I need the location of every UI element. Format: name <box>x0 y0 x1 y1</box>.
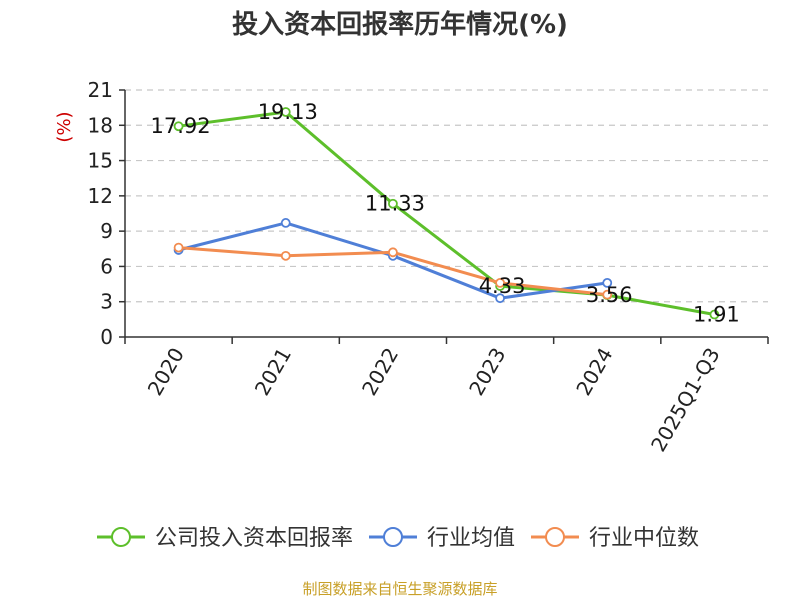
data-point <box>173 242 184 253</box>
legend-label: 行业中位数 <box>589 526 699 551</box>
data-point <box>173 121 184 132</box>
data-point <box>495 293 505 304</box>
legend-label: 行业均值 <box>427 526 515 551</box>
y-tick-label: 12 <box>88 184 113 208</box>
series-line <box>178 110 715 316</box>
data-point <box>388 247 398 258</box>
series-lines <box>173 107 720 320</box>
y-tick-label: 0 <box>100 325 113 349</box>
data-point <box>388 198 398 209</box>
x-tick-label: 2021 <box>250 344 296 400</box>
x-tick-label: 2024 <box>571 344 617 400</box>
data-point <box>709 309 720 320</box>
x-tick-label: 2022 <box>357 344 403 400</box>
y-tick-label: 9 <box>100 219 113 243</box>
data-point <box>602 289 613 300</box>
legend: 公司投入资本回报率 行业均值 行业中位数 <box>97 526 699 551</box>
y-axis-label: (%) <box>54 111 75 142</box>
legend-marker <box>383 527 403 547</box>
data-label: 19.13 <box>258 100 318 124</box>
data-label: 11.33 <box>365 192 425 216</box>
x-tick-label: 2023 <box>464 344 510 400</box>
y-tick-label: 6 <box>100 254 113 278</box>
data-point <box>280 218 291 228</box>
legend-label: 公司投入资本回报率 <box>155 526 353 551</box>
y-tick-label: 18 <box>88 113 113 137</box>
data-point <box>495 277 505 288</box>
x-tick-label: 2020 <box>143 344 189 400</box>
legend-marker <box>545 527 565 547</box>
data-label: 17.92 <box>151 114 211 138</box>
data-label: 3.56 <box>586 283 633 307</box>
data-point <box>602 277 613 288</box>
source-note: 制图数据来自恒生聚源数据库 <box>302 580 498 598</box>
y-tick-label: 21 <box>88 78 113 102</box>
data-label: 1.91 <box>693 303 740 327</box>
data-point <box>280 250 291 261</box>
y-tick-label: 3 <box>100 290 113 314</box>
y-tick-label: 15 <box>88 149 113 173</box>
chart-title: 投入资本回报率历年情况(%) <box>232 10 568 40</box>
data-label: 4.33 <box>479 274 526 298</box>
legend-marker <box>111 527 131 547</box>
data-point <box>280 107 291 117</box>
x-tick-label: 2025Q1-Q3 <box>646 344 725 456</box>
data-labels: 17.92 19.13 11.33 4.33 3.56 1.91 <box>151 100 740 327</box>
